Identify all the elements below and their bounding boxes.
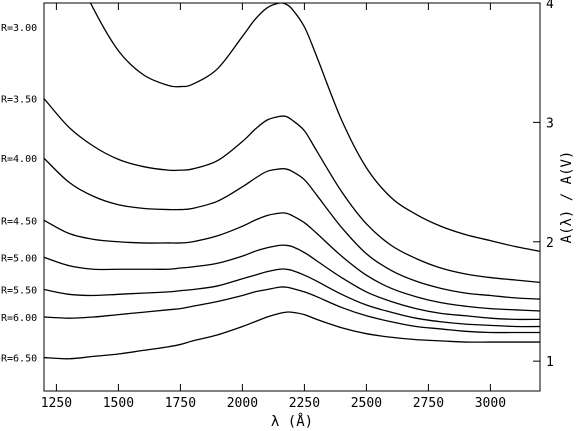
curve-label: R=6.00 xyxy=(1,313,37,324)
x-tick-label: 1250 xyxy=(41,396,72,411)
x-tick-label: 3000 xyxy=(475,396,506,411)
y-axis-label: A(λ) / A(V) xyxy=(559,151,575,244)
curve-r-5-00 xyxy=(44,244,540,321)
curve-labels-layer: R=3.00 R=3.50 R=4.00 R=4.50 R=5.00 R=5.50 R=6.… xyxy=(1,23,37,365)
curve-r-3-00 xyxy=(89,3,540,252)
curve-r-3-50 xyxy=(44,98,540,284)
curve-r-5-50 xyxy=(44,268,540,328)
y-tick-label: 3 xyxy=(546,116,554,131)
y-axis-ticks: 1 2 3 4 xyxy=(533,0,554,370)
curve-label: R=3.50 xyxy=(1,95,37,106)
x-axis-label: λ (Å) xyxy=(271,413,313,430)
x-tick-label: 2000 xyxy=(227,396,258,411)
x-tick-label: 2250 xyxy=(289,396,320,411)
curve-r-6-50 xyxy=(44,311,540,360)
curve-label: R=6.50 xyxy=(1,354,37,365)
curve-r-4-00 xyxy=(44,157,540,300)
curve-label: R=4.00 xyxy=(1,154,37,165)
x-axis-ticks: 1250 1500 1750 2000 2250 2500 2750 3000 xyxy=(41,3,506,411)
x-tick-label: 1500 xyxy=(103,396,134,411)
x-tick-label: 1750 xyxy=(165,396,196,411)
curve-label: R=3.00 xyxy=(1,23,37,34)
curve-r-4-50 xyxy=(44,212,540,312)
plot-frame xyxy=(43,2,541,392)
y-tick-label: 4 xyxy=(546,0,554,12)
x-tick-label: 2500 xyxy=(351,396,382,411)
curve-label: R=5.00 xyxy=(1,253,37,264)
y-tick-label: 2 xyxy=(546,236,554,251)
curve-r-6-00 xyxy=(44,286,540,334)
y-tick-label: 1 xyxy=(546,355,554,370)
x-tick-label: 2750 xyxy=(413,396,444,411)
curve-label: R=4.50 xyxy=(1,216,37,227)
curve-label: R=5.50 xyxy=(1,286,37,297)
curves-layer xyxy=(44,3,540,360)
